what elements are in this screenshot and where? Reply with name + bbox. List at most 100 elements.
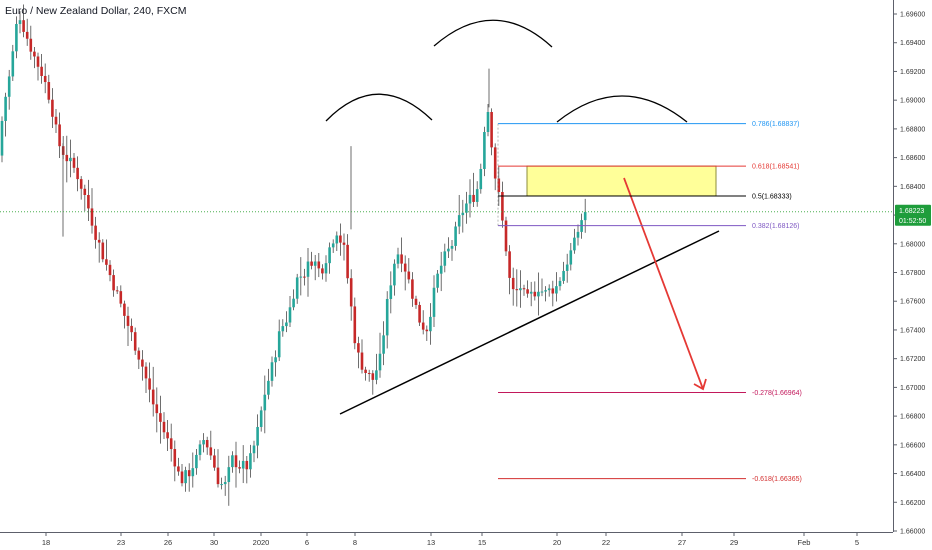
- candle-body: [497, 178, 501, 192]
- candle-body: [342, 242, 346, 245]
- candle-body: [43, 75, 47, 83]
- candle-body: [148, 378, 151, 390]
- candle: [281, 319, 285, 337]
- fib-layer: 0.786(1.68837) 0.618(1.68541) 0.5(1.68333)…: [497, 121, 802, 483]
- candle: [36, 52, 40, 81]
- candle: [97, 232, 101, 263]
- candle-body: [555, 286, 558, 294]
- candle: [33, 47, 36, 69]
- candle-body: [331, 243, 335, 248]
- candle: [223, 475, 227, 496]
- candle-body: [162, 421, 166, 433]
- candle: [425, 325, 429, 341]
- candle: [486, 103, 490, 137]
- candle-body: [141, 359, 144, 367]
- candle: [58, 112, 61, 158]
- candle: [123, 300, 126, 329]
- fib-level-label: 0.786(1.68837): [752, 121, 799, 128]
- candle-body: [209, 447, 213, 456]
- candle-body: [4, 96, 7, 121]
- candle: [407, 258, 411, 284]
- time-tick-label: 5: [855, 538, 859, 547]
- chart-title: Euro / New Zealand Dollar, 240, FXCM: [5, 5, 187, 17]
- candle-body: [454, 226, 457, 246]
- candle: [436, 270, 439, 293]
- candle: [583, 198, 587, 233]
- candle-body: [479, 168, 483, 190]
- candle: [400, 237, 403, 273]
- price-tick-label: 1.69400: [900, 40, 925, 47]
- candle: [493, 143, 497, 191]
- right-shoulder-arc: [556, 95, 688, 123]
- candle-body: [270, 362, 274, 381]
- candle: [252, 440, 256, 463]
- candle: [249, 444, 252, 478]
- candle-body: [576, 231, 580, 238]
- candle-body: [213, 455, 216, 468]
- time-tick-label: 29: [730, 538, 738, 547]
- candle-body: [515, 289, 519, 291]
- candle: [162, 412, 166, 440]
- candle: [69, 139, 72, 178]
- candle: [43, 63, 47, 94]
- candle-body: [443, 251, 447, 266]
- candle: [454, 221, 457, 251]
- candle-body: [565, 264, 569, 271]
- price-tick-label: 1.68600: [900, 155, 925, 162]
- candle: [227, 455, 231, 506]
- candle: [299, 257, 303, 296]
- candle-body: [249, 453, 252, 470]
- candle: [72, 152, 76, 173]
- candle-body: [504, 220, 508, 252]
- candle: [472, 172, 475, 208]
- candle: [94, 216, 97, 249]
- price-tick-label: 1.69000: [900, 98, 925, 105]
- candle: [137, 347, 141, 370]
- candle: [133, 327, 137, 355]
- candle-body: [259, 410, 263, 427]
- candle: [447, 237, 450, 258]
- candle: [141, 350, 144, 381]
- candle: [537, 272, 540, 316]
- candle-body: [295, 277, 299, 299]
- time-tick-label: 20: [553, 538, 561, 547]
- candle-body: [400, 254, 403, 264]
- price-tick-label: 1.67400: [900, 327, 925, 334]
- candle: [421, 310, 425, 335]
- candle-body: [87, 194, 90, 209]
- candle: [83, 184, 87, 212]
- price-tick-label: 1.69200: [900, 69, 925, 76]
- candle: [169, 423, 173, 462]
- candle: [65, 135, 69, 183]
- candle: [396, 247, 400, 269]
- candle-body: [267, 380, 270, 395]
- candle-body: [47, 82, 51, 100]
- candle: [47, 74, 51, 104]
- candle: [317, 253, 321, 278]
- candle-body: [108, 264, 112, 276]
- price-tick-label: 1.67000: [900, 385, 925, 392]
- candle: [288, 295, 292, 327]
- candle-body: [137, 350, 141, 360]
- candle: [367, 369, 371, 382]
- candle: [11, 44, 15, 81]
- time-tick-label: 6: [305, 538, 309, 547]
- fib-level-label: -0.618(1.66365): [752, 476, 802, 483]
- candle: [580, 213, 583, 239]
- time-tick-label: 8: [353, 538, 357, 547]
- candle-body: [450, 245, 454, 249]
- candle: [256, 414, 259, 459]
- candle-body: [429, 316, 432, 332]
- candle: [184, 466, 187, 492]
- candle-body: [256, 426, 259, 446]
- candle-body: [22, 20, 25, 32]
- candle: [385, 291, 389, 349]
- candle-body: [151, 389, 155, 405]
- candle-body: [558, 280, 562, 287]
- candle: [490, 108, 493, 156]
- candle: [7, 69, 11, 110]
- candle-body: [0, 120, 4, 156]
- candle-body: [457, 215, 461, 227]
